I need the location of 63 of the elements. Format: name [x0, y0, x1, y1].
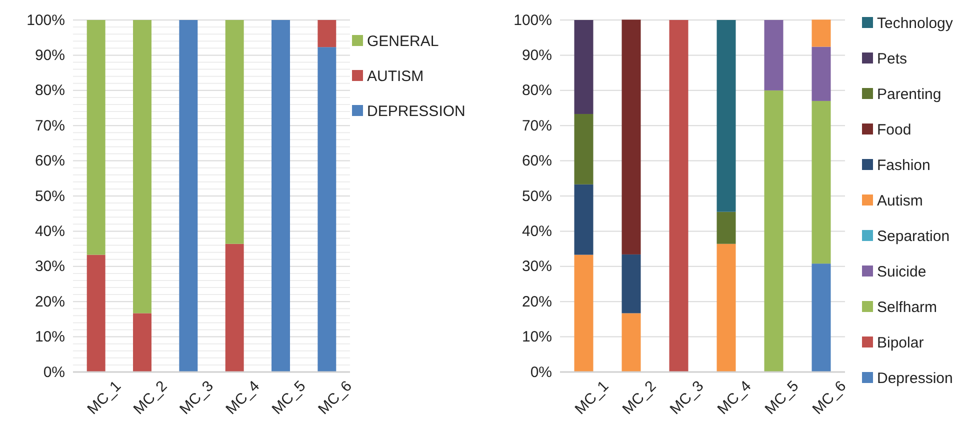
- y-tick-label: 90%: [522, 47, 552, 64]
- bar: [716, 212, 736, 244]
- legend-label: Bipolar: [877, 334, 924, 352]
- bar: [574, 254, 594, 372]
- y-tick-label: 80%: [522, 82, 552, 100]
- bar: [318, 47, 336, 372]
- bar: [86, 20, 106, 255]
- legend-label: Suicide: [877, 264, 926, 280]
- y-tick-label: 60%: [34, 152, 65, 170]
- y-tick-label: 30%: [522, 258, 552, 276]
- legend-label: Parenting: [877, 86, 942, 103]
- y-tick-label: 10%: [34, 328, 65, 346]
- y-tick-label: 40%: [34, 223, 65, 240]
- y-tick-label: 100%: [26, 12, 65, 29]
- bar: [574, 184, 594, 255]
- y-tick-label: 90%: [34, 47, 65, 64]
- y-tick-label: 30%: [34, 258, 65, 276]
- bar: [812, 20, 831, 47]
- legend-label: AUTISM: [367, 68, 424, 85]
- y-tick-label: 70%: [522, 117, 552, 134]
- y-tick-label: 20%: [522, 293, 552, 310]
- bar: [669, 20, 688, 372]
- y-tick-label: 50%: [34, 188, 65, 205]
- y-tick-label: 100%: [514, 12, 552, 29]
- bar: [622, 20, 641, 254]
- legend-label: GENERAL: [367, 33, 439, 50]
- y-tick-label: 70%: [34, 117, 65, 134]
- legend-label: Fashion: [877, 157, 930, 174]
- bar: [574, 20, 594, 114]
- bar: [133, 313, 152, 372]
- bar: [318, 20, 336, 48]
- bar: [225, 20, 244, 244]
- y-tick-label: 0%: [530, 364, 552, 381]
- bar: [764, 20, 784, 90]
- bar: [272, 20, 290, 372]
- bar: [812, 46, 831, 101]
- bar: [716, 20, 736, 212]
- legend-label: Food: [877, 122, 912, 138]
- bar: [225, 244, 244, 372]
- bar: [764, 90, 784, 372]
- bar: [812, 100, 831, 264]
- y-tick-label: 40%: [522, 223, 552, 240]
- bar: [812, 264, 831, 372]
- y-tick-label: 20%: [34, 293, 65, 310]
- bar: [622, 254, 641, 314]
- legend-label: DEPRESSION: [367, 103, 466, 120]
- legend-label: Pets: [877, 50, 908, 68]
- y-tick-label: 80%: [34, 82, 65, 100]
- bar: [716, 244, 736, 372]
- legend-label: Technology: [877, 15, 954, 32]
- legend-label: Separation: [877, 228, 950, 245]
- y-tick-label: 0%: [43, 364, 65, 381]
- legend-label: Autism: [877, 192, 923, 210]
- y-tick-label: 10%: [522, 328, 552, 346]
- y-tick-label: 60%: [522, 152, 552, 170]
- legend-label: Depression: [877, 370, 953, 387]
- bar: [622, 313, 641, 372]
- bar: [133, 20, 152, 314]
- legend-label: Selfharm: [877, 299, 938, 316]
- bar: [86, 254, 106, 372]
- bar: [574, 114, 594, 184]
- y-tick-label: 50%: [522, 188, 552, 205]
- bar: [179, 20, 198, 372]
